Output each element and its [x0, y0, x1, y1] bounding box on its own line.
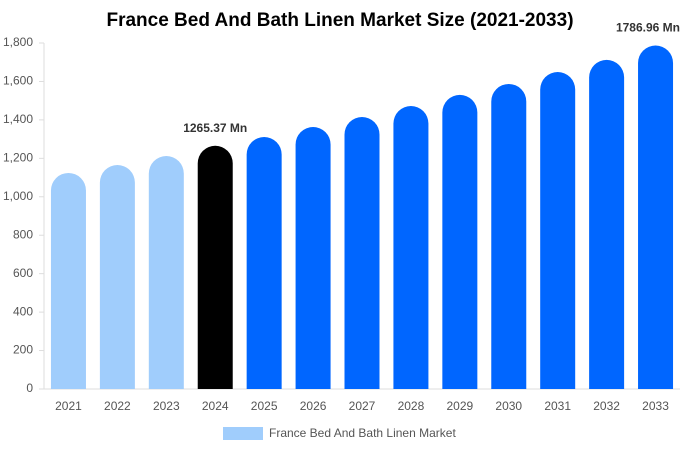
x-tick-label: 2033 [642, 399, 669, 413]
x-tick-label: 2026 [300, 399, 327, 413]
y-tick-label: 1,600 [3, 74, 33, 88]
bar [197, 145, 233, 389]
x-tick-label: 2021 [55, 399, 82, 413]
x-tick-label: 2024 [202, 399, 229, 413]
y-tick-label: 1,800 [3, 35, 33, 49]
y-tick-label: 600 [13, 266, 33, 280]
x-tick-label: 2022 [104, 399, 131, 413]
value-label: 1265.37 Mn [183, 121, 247, 135]
x-tick-label: 2029 [446, 399, 473, 413]
bar [344, 117, 380, 389]
x-tick-label: 2028 [398, 399, 425, 413]
x-tick-label: 2030 [495, 399, 522, 413]
x-tick-label: 2031 [544, 399, 571, 413]
bar [442, 94, 478, 390]
y-tick-label: 1,000 [3, 189, 33, 203]
x-tick-label: 2032 [593, 399, 620, 413]
y-tick-label: 200 [13, 343, 33, 357]
legend-label: France Bed And Bath Linen Market [269, 426, 456, 440]
value-label: 1786.96 Mn [616, 21, 680, 35]
y-tick-label: 1,200 [3, 151, 33, 165]
bar [540, 72, 576, 389]
legend-swatch [223, 427, 263, 440]
chart-title: France Bed And Bath Linen Market Size (2… [106, 10, 573, 31]
bar [491, 83, 527, 390]
x-tick-label: 2027 [349, 399, 376, 413]
y-tick-label: 800 [13, 227, 33, 241]
y-tick-label: 0 [26, 381, 33, 395]
bar [50, 172, 86, 389]
bar [589, 59, 625, 389]
bar [638, 45, 674, 389]
x-tick-label: 2023 [153, 399, 180, 413]
x-tick-label: 2025 [251, 399, 278, 413]
bar [295, 127, 331, 389]
bar [393, 106, 429, 389]
bar [99, 165, 135, 389]
bar [148, 156, 184, 389]
y-tick-label: 1,400 [3, 112, 33, 126]
y-tick-label: 400 [13, 304, 33, 318]
bar [246, 136, 282, 389]
